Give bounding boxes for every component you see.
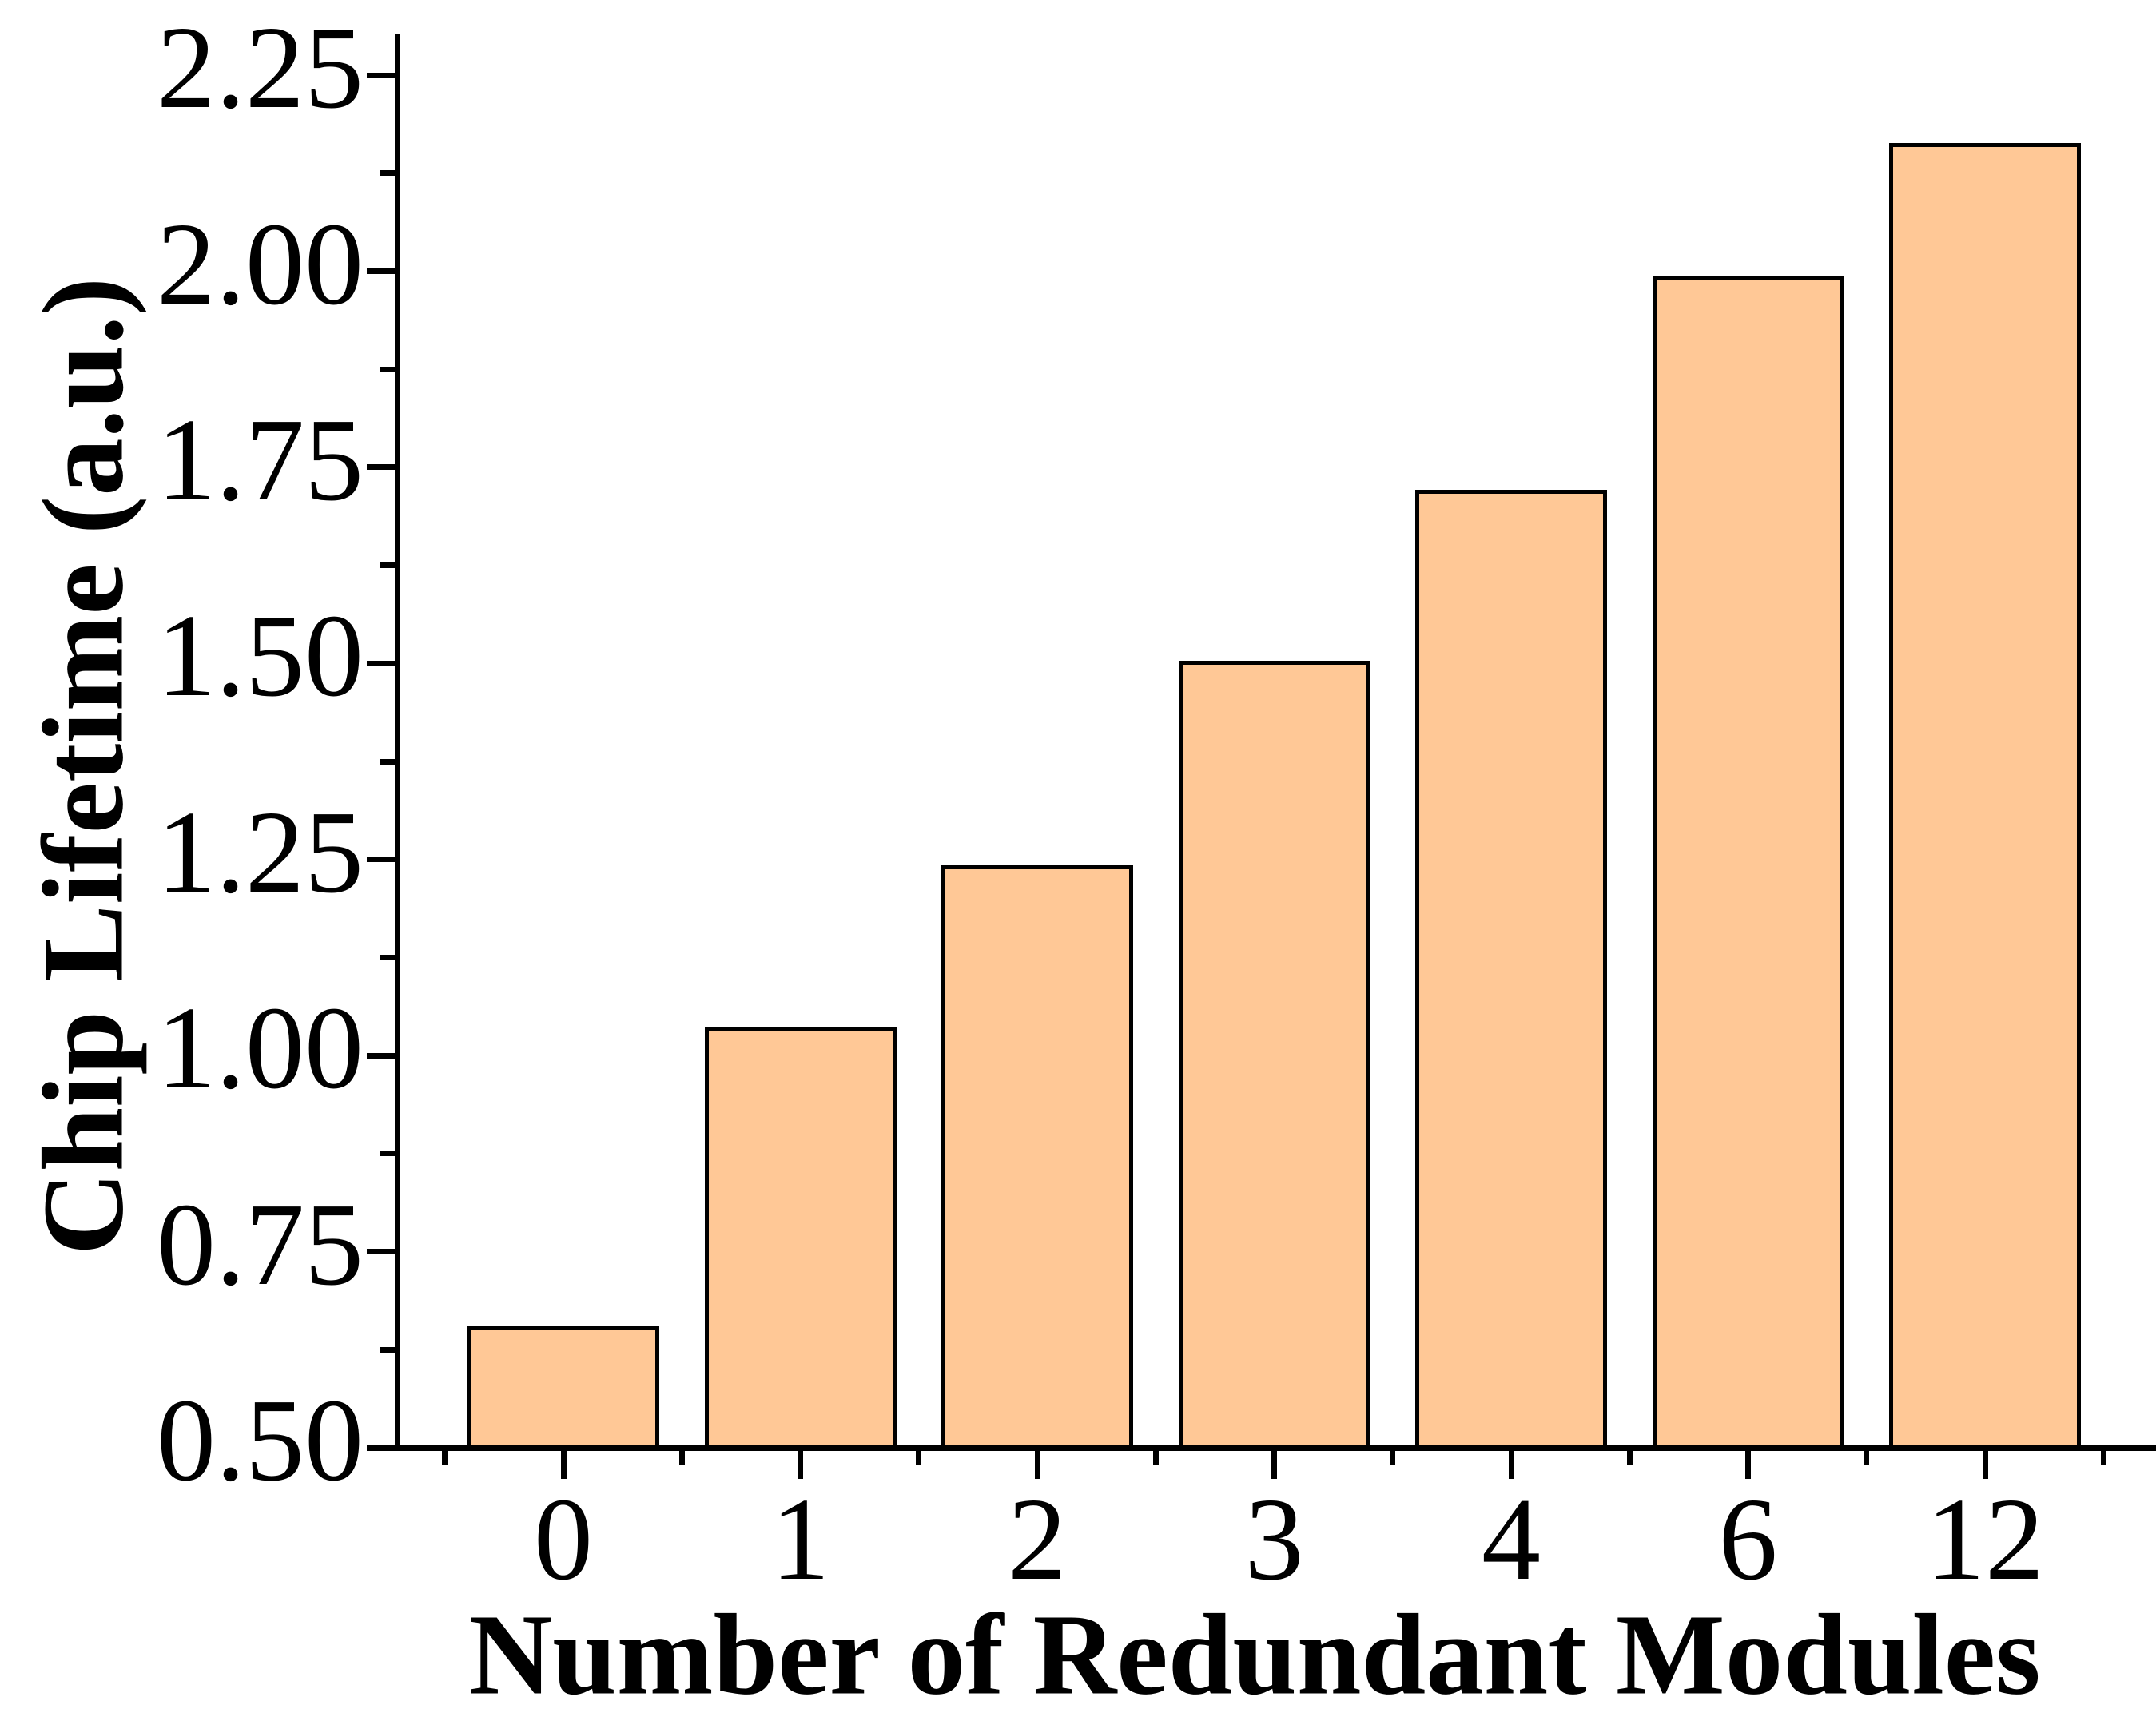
y-tick-label: 2.00 [157,198,364,330]
x-axis-title: Number of Redundant Modules [468,1591,2041,1719]
bar [1889,143,2081,1451]
x-minor-tick [1152,1450,1159,1465]
y-minor-tick [380,1151,395,1157]
bar [1652,276,1844,1451]
x-tick-label: 4 [1482,1474,1541,1605]
y-major-tick [366,1052,395,1059]
x-major-tick [798,1450,803,1479]
x-major-tick [1982,1450,1988,1479]
x-minor-tick [1864,1450,1870,1465]
y-minor-tick [380,562,395,569]
x-tick-label: 3 [1244,1474,1304,1605]
y-major-tick [366,1249,395,1255]
bar [467,1326,659,1451]
y-major-tick [366,72,395,78]
x-major-tick [1508,1450,1514,1479]
y-axis-line [394,34,400,1451]
y-major-tick [366,857,395,863]
y-major-tick [366,660,395,666]
y-tick-label: 0.50 [157,1375,364,1507]
x-minor-tick [442,1450,448,1465]
y-tick-label: 1.50 [157,590,364,722]
x-minor-tick [1626,1450,1633,1465]
x-major-tick [1271,1450,1277,1479]
y-tick-label: 0.75 [157,1178,364,1310]
bar [941,864,1133,1451]
x-minor-tick [678,1450,685,1465]
x-minor-tick [2100,1450,2106,1465]
x-axis-line [366,1445,2156,1451]
y-minor-tick [380,954,395,960]
y-tick-label: 1.00 [157,983,364,1115]
y-minor-tick [380,170,395,177]
x-tick-label: 12 [1926,1474,2044,1605]
bar [704,1026,897,1451]
x-tick-label: 1 [770,1474,830,1605]
y-minor-tick [380,366,395,372]
x-major-tick [1745,1450,1751,1479]
x-tick-label: 2 [1008,1474,1067,1605]
y-axis-title: Chip Lifetime (a.u.) [19,276,148,1256]
x-tick-label: 6 [1718,1474,1778,1605]
bar [1178,661,1370,1451]
y-major-tick [366,464,395,471]
y-tick-label: 1.25 [157,786,364,918]
y-minor-tick [380,758,395,765]
x-minor-tick [1390,1450,1396,1465]
x-major-tick [1034,1450,1040,1479]
x-tick-label: 0 [534,1474,593,1605]
y-tick-label: 1.75 [157,394,364,526]
y-minor-tick [380,1346,395,1353]
y-tick-label: 2.25 [157,2,364,134]
x-minor-tick [916,1450,922,1465]
x-major-tick [560,1450,567,1479]
bar [1415,490,1607,1451]
y-major-tick [366,268,395,274]
